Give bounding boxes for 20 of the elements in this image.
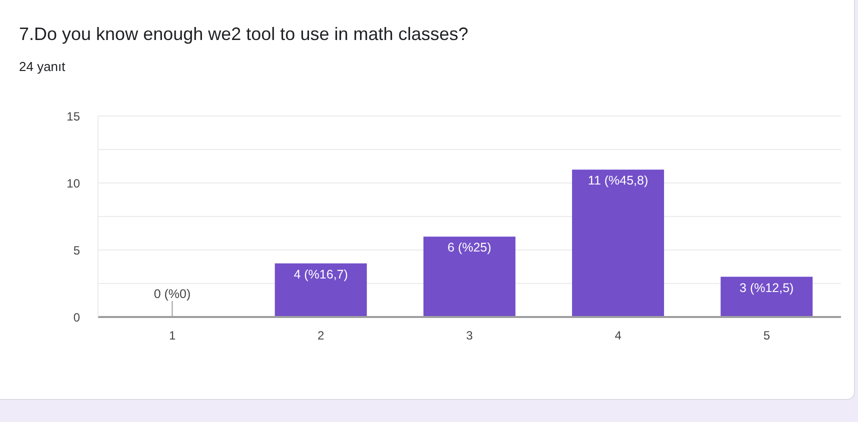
y-tick-label: 5 bbox=[73, 243, 80, 258]
x-tick-label: 5 bbox=[763, 328, 770, 343]
y-tick-label: 0 bbox=[73, 310, 80, 324]
data-label: 6 (%25) bbox=[448, 240, 492, 255]
data-label: 0 (%0) bbox=[154, 287, 191, 301]
bar bbox=[572, 170, 664, 317]
data-label: 3 (%12,5) bbox=[740, 280, 794, 295]
bar bbox=[423, 236, 516, 317]
chart-subtitle: 24 yanıt bbox=[19, 59, 66, 74]
bar bbox=[274, 263, 367, 317]
data-label: 4 (%16,7) bbox=[294, 267, 348, 282]
x-tick-label: 2 bbox=[318, 328, 325, 343]
x-tick-label: 4 bbox=[614, 328, 622, 343]
chart-title: 7.Do you know enough we2 tool to use in math classes? bbox=[19, 24, 468, 45]
data-label: 11 (%45,8) bbox=[588, 174, 648, 188]
y-tick-label: 15 bbox=[66, 109, 80, 124]
bar bbox=[720, 276, 813, 317]
x-tick-label: 1 bbox=[168, 328, 176, 343]
x-tick-label: 3 bbox=[466, 328, 474, 343]
y-tick-label: 10 bbox=[66, 176, 80, 190]
